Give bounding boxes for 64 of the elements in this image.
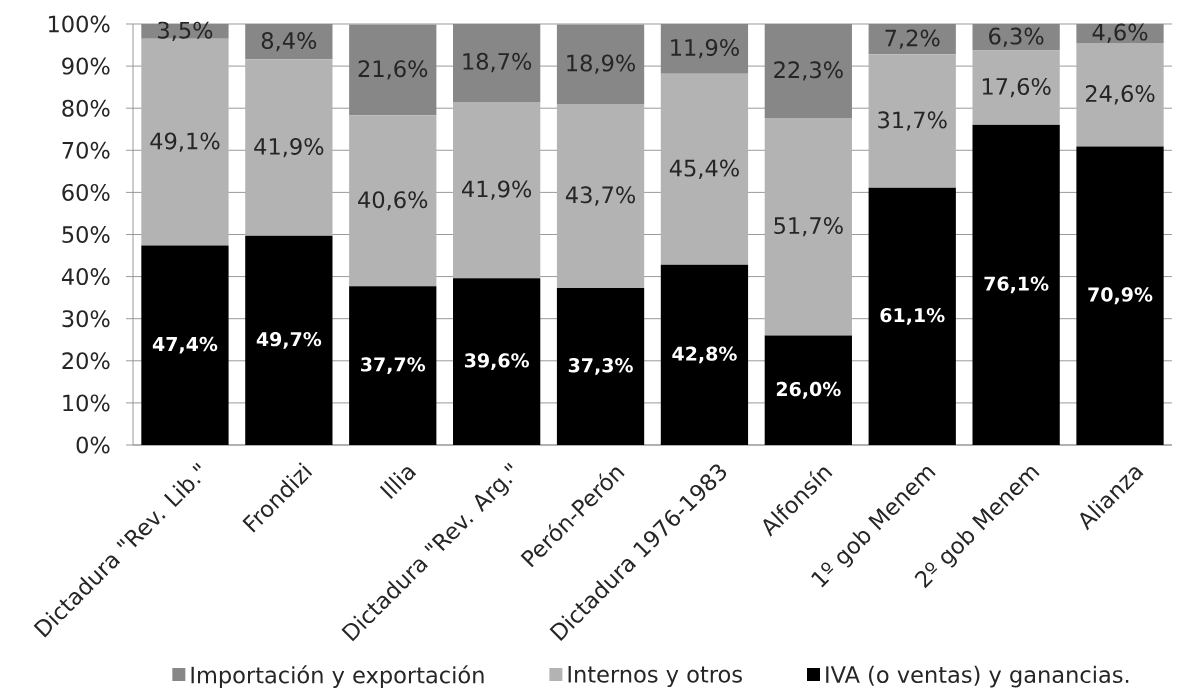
data-label: 45,4% xyxy=(669,159,739,179)
y-tick-label: 100% xyxy=(48,15,110,33)
data-label: 43,7% xyxy=(565,186,636,206)
y-tick-label: 0% xyxy=(76,436,110,454)
data-label: 22,3% xyxy=(774,61,843,81)
bar xyxy=(453,278,541,445)
data-label: 31,7% xyxy=(878,111,947,131)
bar xyxy=(245,235,333,445)
data-label: 18,9% xyxy=(567,54,636,74)
data-label: 3,5% xyxy=(158,21,213,42)
data-label: 41,9% xyxy=(462,180,532,200)
y-tick-label: 70% xyxy=(62,141,110,159)
bar xyxy=(972,50,1060,125)
legend-label: Internos y otros xyxy=(568,666,742,688)
data-label: 37,3% xyxy=(568,358,633,375)
bar xyxy=(764,117,852,336)
bar xyxy=(972,124,1060,445)
data-label: 76,1% xyxy=(984,276,1049,294)
bar xyxy=(660,264,749,445)
y-tick-label: 40% xyxy=(61,268,110,286)
data-label: 40,6% xyxy=(358,191,428,211)
bar xyxy=(349,115,437,287)
y-tick-label: 30% xyxy=(62,310,110,328)
data-label: 8,4% xyxy=(261,32,317,52)
data-label: 6,3% xyxy=(989,27,1044,47)
data-label: 11,9% xyxy=(671,38,739,59)
data-label: 47,4% xyxy=(152,336,218,354)
data-label: 39,6% xyxy=(464,353,530,371)
bar xyxy=(1076,42,1164,147)
data-label: 7,2% xyxy=(885,29,940,49)
y-tick-label: 90% xyxy=(62,57,110,75)
x-tick-label: Illia xyxy=(379,467,417,499)
bar xyxy=(868,54,956,188)
data-label: 49,7% xyxy=(256,331,322,349)
bar xyxy=(453,101,541,279)
bar xyxy=(556,103,645,288)
y-tick-label: 50% xyxy=(62,225,110,243)
data-label: 17,6% xyxy=(982,77,1051,98)
bar xyxy=(868,187,956,445)
bar xyxy=(245,59,333,236)
bar xyxy=(1076,146,1164,445)
data-label: 41,9% xyxy=(254,137,324,158)
y-tick-label: 10% xyxy=(63,394,110,412)
data-label: 21,6% xyxy=(358,60,428,80)
bar xyxy=(556,287,645,445)
data-label: 42,8% xyxy=(672,346,737,364)
data-label: 26,0% xyxy=(776,381,841,399)
bar xyxy=(764,335,852,445)
bar xyxy=(349,286,437,445)
y-tick-label: 80% xyxy=(62,99,110,117)
data-label: 70,9% xyxy=(1088,287,1153,305)
bar xyxy=(141,245,229,445)
data-label: 24,6% xyxy=(1085,85,1155,105)
y-tick-label: 20% xyxy=(62,352,110,370)
y-tick-label: 60% xyxy=(62,183,110,201)
data-label: 18,7% xyxy=(463,52,532,73)
bar xyxy=(660,73,749,265)
legend-label: Importación y exportación xyxy=(191,665,484,688)
data-label: 4,6% xyxy=(1092,23,1148,43)
data-label: 51,7% xyxy=(774,217,843,237)
data-label: 61,1% xyxy=(880,307,945,325)
data-label: 37,7% xyxy=(361,357,426,375)
legend-label: IVA (o ventas) y ganancias. xyxy=(826,665,1129,688)
data-label: 49,1% xyxy=(150,132,220,152)
